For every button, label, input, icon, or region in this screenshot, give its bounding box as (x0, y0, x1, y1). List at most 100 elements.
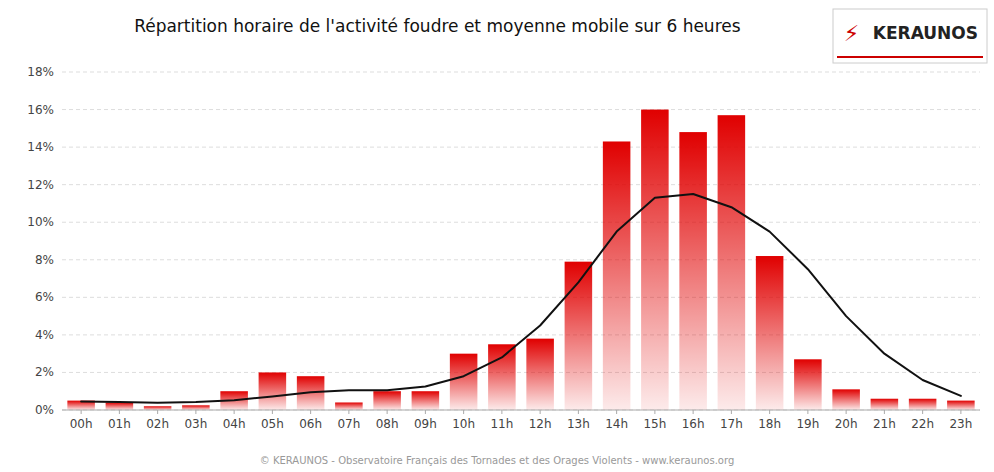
x-axis: 00h 01h 02h 03h 04h 05h 06h 07h 08h 09h 10h 11h 12h 1… (62, 410, 980, 431)
grid-line (62, 410, 980, 411)
grid-line (62, 259, 980, 260)
x-tick (616, 410, 617, 414)
x-tick (425, 410, 426, 414)
bar (488, 344, 516, 410)
x-tick-label: 15h (643, 417, 666, 431)
bar (947, 401, 975, 410)
x-tick-label: 07h (337, 417, 360, 431)
x-tick-label: 21h (873, 417, 896, 431)
x-tick (387, 410, 388, 414)
x-tick-label: 05h (261, 417, 284, 431)
background (0, 0, 994, 472)
x-tick (960, 410, 961, 414)
chart: 0% 2% 4% 6% 8% 10% 12% 14% 16% 18% 00h 01h 02h 03h 04h… (0, 0, 994, 472)
x-tick (310, 410, 311, 414)
x-tick (693, 410, 694, 414)
logo-bolt: ⚡ (844, 21, 859, 46)
logo-text: KERAUNOS (873, 23, 978, 43)
grid-line (62, 184, 980, 185)
x-tick-label: 06h (299, 417, 322, 431)
x-tick (540, 410, 541, 414)
bar (641, 110, 669, 410)
footer: © KERAUNOS - Observatoire Français des T… (260, 455, 735, 466)
y-tick-label: 18% (27, 65, 54, 79)
x-tick-label: 12h (529, 417, 552, 431)
x-tick (157, 410, 158, 414)
x-tick (81, 410, 82, 414)
y-tick-label: 4% (35, 328, 54, 342)
x-tick (769, 410, 770, 414)
bar (871, 399, 899, 410)
y-tick-label: 12% (27, 178, 54, 192)
x-tick-label: 23h (949, 417, 972, 431)
x-tick (501, 410, 502, 414)
x-tick (846, 410, 847, 414)
bar (182, 405, 210, 410)
bar (603, 141, 631, 410)
x-tick-label: 11h (490, 417, 513, 431)
y-tick-label: 6% (35, 290, 54, 304)
grid-line (62, 334, 980, 335)
x-tick-label: 00h (70, 417, 93, 431)
grid-line (62, 109, 980, 110)
logo-underline (837, 56, 983, 58)
x-tick-label: 13h (567, 417, 590, 431)
bar (832, 389, 860, 410)
bar (373, 391, 401, 410)
y-tick-label: 14% (27, 140, 54, 154)
x-tick (807, 410, 808, 414)
grid-line (62, 222, 980, 223)
bar (412, 391, 440, 410)
x-tick-label: 22h (911, 417, 934, 431)
x-tick (731, 410, 732, 414)
bar (679, 132, 707, 410)
title: Répartition horaire de l'activité foudre… (134, 16, 741, 36)
x-tick-label: 18h (758, 417, 781, 431)
y-tick-label: 0% (35, 403, 54, 417)
logo: ⚡ KERAUNOS (833, 9, 987, 63)
x-tick-label: 16h (682, 417, 705, 431)
x-tick (922, 410, 923, 414)
bar (909, 399, 937, 410)
bar (718, 115, 746, 410)
x-tick-label: 10h (452, 417, 475, 431)
bar (106, 402, 134, 410)
logo-box (833, 9, 987, 63)
x-tick-label: 09h (414, 417, 437, 431)
bar (526, 339, 554, 410)
x-tick-label: 03h (184, 417, 207, 431)
grid-line (62, 72, 980, 73)
bar (565, 262, 593, 410)
y-tick-label: 10% (27, 215, 54, 229)
x-tick (463, 410, 464, 414)
x-tick (272, 410, 273, 414)
chart-container: 0% 2% 4% 6% 8% 10% 12% 14% 16% 18% 00h 01h 02h 03h 04h… (0, 0, 994, 472)
x-tick (578, 410, 579, 414)
grid-line (62, 297, 980, 298)
bar (794, 359, 822, 410)
bar (756, 256, 784, 410)
x-tick-label: 14h (605, 417, 628, 431)
y-axis: 0% 2% 4% 6% 8% 10% 12% 14% 16% 18% (27, 65, 980, 417)
x-tick (654, 410, 655, 414)
x-tick-label: 08h (376, 417, 399, 431)
bar (335, 402, 363, 410)
y-tick-label: 8% (35, 253, 54, 267)
grid-line (62, 372, 980, 373)
x-tick (234, 410, 235, 414)
bar (144, 406, 172, 410)
plot-area (67, 110, 974, 410)
x-tick-label: 17h (720, 417, 743, 431)
y-tick-label: 16% (27, 103, 54, 117)
x-tick-label: 04h (223, 417, 246, 431)
x-tick (195, 410, 196, 414)
y-tick-label: 2% (35, 365, 54, 379)
x-tick (884, 410, 885, 414)
x-axis-line (62, 410, 980, 411)
x-tick-label: 02h (146, 417, 169, 431)
moving-average-line (81, 194, 961, 403)
x-tick-label: 01h (108, 417, 131, 431)
grid-line (62, 147, 980, 148)
bar (450, 354, 478, 410)
bar (259, 372, 287, 410)
